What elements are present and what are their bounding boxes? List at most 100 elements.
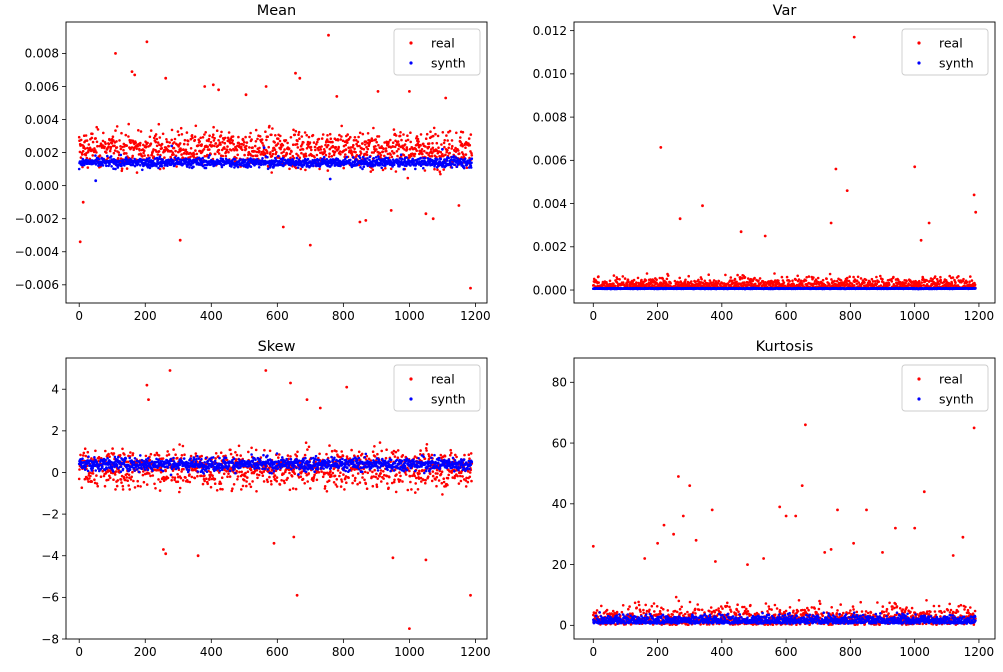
synth-point [372, 157, 375, 160]
real-point [199, 137, 202, 140]
synth-point [237, 166, 240, 169]
real-point [822, 279, 825, 282]
real-point [381, 150, 384, 153]
real-outlier-point [830, 222, 833, 225]
real-point [364, 143, 367, 146]
real-point [439, 173, 442, 176]
real-point [407, 177, 410, 180]
synth-point [108, 163, 111, 166]
y-tick-label: −0.002 [15, 212, 59, 226]
y-tick-label: 0.006 [25, 80, 59, 94]
real-point [436, 142, 439, 145]
real-point [300, 152, 303, 155]
synth-point [114, 168, 117, 171]
real-point [109, 150, 112, 153]
real-point [298, 137, 301, 140]
real-point [93, 478, 96, 481]
real-point [136, 145, 139, 148]
synth-point [401, 158, 404, 161]
real-point [108, 143, 111, 146]
real-point [87, 166, 90, 169]
real-point [92, 472, 95, 475]
real-point [135, 148, 138, 151]
real-point [406, 148, 409, 151]
real-point [286, 152, 289, 155]
real-point [215, 142, 218, 145]
real-point [264, 153, 267, 156]
real-point [248, 146, 251, 149]
real-point [82, 150, 85, 153]
real-point [118, 139, 121, 142]
synth-point [377, 155, 380, 158]
real-point [258, 147, 261, 150]
x-tick-label: 200 [134, 309, 157, 323]
real-point [171, 129, 174, 132]
x-tick-label: 800 [839, 309, 862, 323]
real-point [447, 147, 450, 150]
real-point [384, 167, 387, 170]
real-point [81, 486, 84, 489]
synth-point [192, 162, 195, 165]
real-point [120, 148, 123, 151]
real-point [939, 276, 942, 279]
real-point [139, 144, 142, 147]
real-point [292, 129, 295, 132]
real-point [471, 154, 474, 157]
real-point [268, 125, 271, 128]
real-point [114, 149, 117, 152]
synth-point [355, 159, 358, 162]
real-point [198, 140, 201, 143]
real-point [84, 447, 87, 450]
real-point [228, 131, 231, 134]
real-point [366, 154, 369, 157]
real-outlier-point [377, 90, 380, 93]
real-point [920, 281, 923, 284]
real-point [659, 277, 662, 280]
real-point [146, 142, 149, 145]
real-point [825, 278, 828, 281]
real-point [417, 140, 420, 143]
real-point [395, 134, 398, 137]
real-point [305, 134, 308, 137]
real-point [736, 274, 739, 277]
x-tick-label: 600 [775, 309, 798, 323]
real-point [107, 479, 110, 482]
real-point [425, 137, 428, 140]
real-point [295, 130, 298, 133]
real-point [116, 125, 119, 128]
y-tick-label: 0.008 [533, 110, 567, 124]
real-outlier-point [679, 217, 682, 220]
real-point [426, 152, 429, 155]
real-point [466, 166, 469, 169]
real-point [397, 148, 400, 151]
real-point [149, 136, 152, 139]
real-point [80, 139, 83, 142]
real-outlier-point [920, 239, 923, 242]
real-point [340, 125, 343, 128]
real-point [451, 145, 454, 148]
synth-point [142, 159, 145, 162]
real-point [143, 154, 146, 157]
real-point [415, 149, 418, 152]
real-point [697, 279, 700, 282]
real-point [437, 146, 440, 149]
real-point [344, 144, 347, 147]
legend-label-real: real [431, 36, 455, 51]
real-point [84, 147, 87, 150]
real-point [107, 453, 110, 456]
real-outlier-point [973, 194, 976, 197]
real-outlier-point [203, 85, 206, 88]
real-point [419, 144, 422, 147]
synth-point [349, 159, 352, 162]
real-outlier-point [82, 201, 85, 204]
real-point [952, 276, 955, 279]
real-point [871, 278, 874, 281]
synth-point [470, 161, 473, 164]
real-point [339, 150, 342, 153]
real-point [349, 136, 352, 139]
real-point [125, 152, 128, 155]
real-point [613, 274, 616, 277]
synth-point [105, 165, 108, 168]
